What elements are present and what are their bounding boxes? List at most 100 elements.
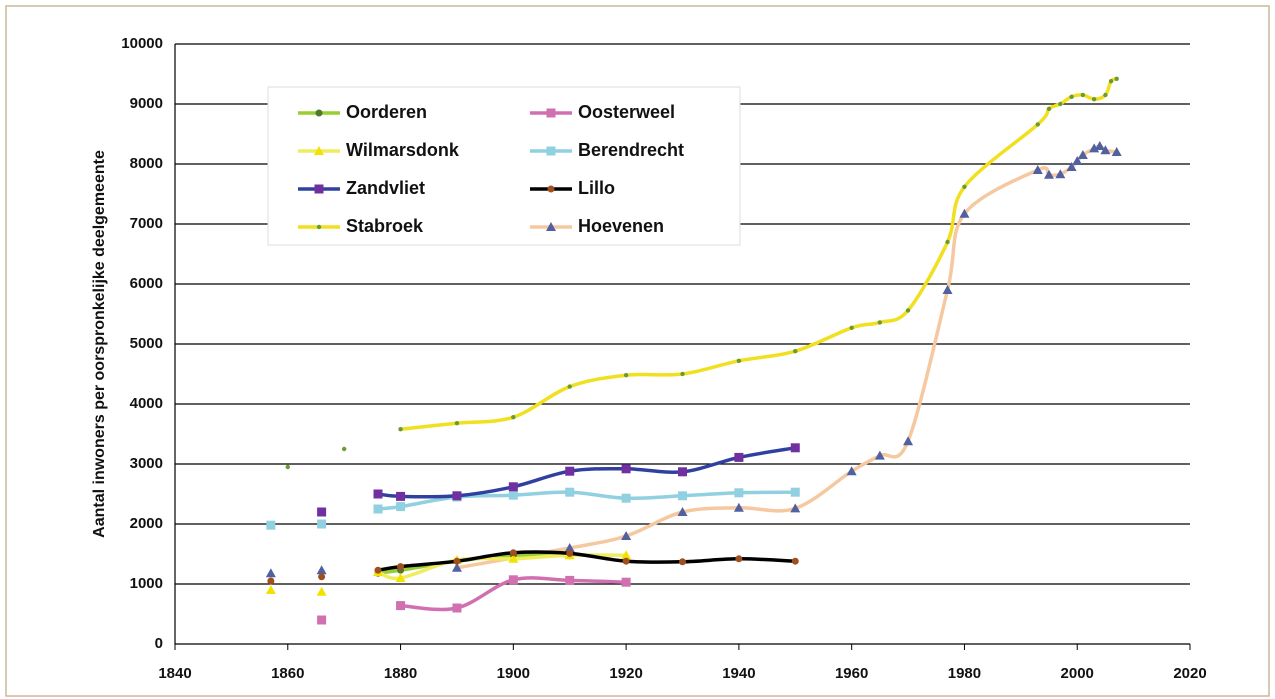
marker: [565, 487, 575, 497]
x-tick-label: 1880: [384, 665, 417, 682]
marker: [316, 586, 327, 596]
marker: [316, 224, 322, 230]
marker: [564, 543, 575, 552]
x-tick-label: 1980: [948, 665, 981, 682]
marker: [373, 504, 383, 514]
marker: [373, 489, 383, 499]
marker: [679, 558, 686, 566]
marker: [1072, 156, 1083, 165]
marker: [316, 565, 327, 575]
x-tick-label: 1920: [609, 665, 642, 682]
marker: [314, 184, 324, 194]
marker: [266, 520, 276, 530]
x-tick-label: 1940: [722, 665, 755, 682]
marker: [846, 466, 857, 476]
marker: [508, 575, 518, 585]
marker: [736, 358, 742, 363]
marker: [451, 562, 462, 572]
series-line: [377, 550, 796, 572]
marker: [734, 488, 744, 498]
marker: [317, 519, 327, 529]
series-line: [400, 77, 1118, 431]
marker: [1035, 122, 1040, 127]
marker: [285, 464, 290, 470]
legend-box: [267, 86, 741, 246]
marker: [1080, 92, 1086, 98]
marker: [317, 615, 327, 625]
marker: [397, 563, 405, 571]
marker: [1089, 143, 1100, 153]
legend-label: Wilmarsdonk: [346, 140, 460, 160]
marker: [1058, 101, 1063, 107]
marker: [790, 487, 800, 497]
marker: [733, 502, 744, 512]
marker: [621, 464, 631, 474]
marker: [677, 507, 688, 516]
marker: [396, 491, 406, 501]
marker: [790, 443, 800, 453]
marker: [678, 467, 687, 477]
marker: [877, 320, 883, 325]
marker: [314, 146, 324, 155]
legend: Oorderen Oosterweel Wilmarsdonk Berendrecht…: [267, 86, 741, 246]
marker: [621, 493, 631, 503]
x-tick-label: 1900: [497, 665, 530, 682]
marker: [317, 507, 327, 517]
series-line: [456, 144, 1117, 570]
legend-label: Zandvliet: [346, 178, 425, 198]
marker: [1055, 169, 1066, 179]
marker: [849, 325, 854, 330]
y-tick-label: 3000: [130, 455, 163, 472]
marker: [1046, 106, 1052, 112]
marker: [267, 577, 275, 585]
marker: [1114, 76, 1119, 82]
y-tick-label: 1000: [130, 575, 163, 592]
legend-label: Hoevenen: [578, 216, 664, 236]
marker: [567, 384, 572, 389]
legend-label: Oosterweel: [578, 102, 675, 122]
marker: [511, 415, 516, 420]
marker: [565, 575, 575, 585]
x-tick-label: 2020: [1173, 665, 1206, 682]
y-tick-label: 0: [155, 635, 163, 652]
marker: [678, 491, 687, 501]
marker: [1100, 145, 1111, 155]
y-axis-label: Aantal inwoners per oorspronkelijke deel…: [91, 150, 108, 538]
marker: [1091, 97, 1097, 102]
marker: [790, 503, 801, 513]
marker: [398, 427, 403, 432]
marker: [621, 531, 632, 540]
marker: [452, 603, 462, 613]
marker: [396, 601, 406, 611]
marker: [546, 108, 556, 118]
marker: [621, 577, 631, 587]
x-tick-label: 2000: [1061, 665, 1094, 682]
marker: [396, 502, 406, 512]
marker: [680, 371, 685, 377]
marker: [1066, 162, 1077, 171]
marker: [942, 285, 953, 294]
marker: [621, 550, 632, 560]
legend-label: Lillo: [578, 178, 615, 198]
marker: [265, 568, 276, 578]
marker: [959, 208, 970, 218]
marker: [547, 185, 555, 193]
marker: [1103, 92, 1108, 98]
marker: [903, 436, 914, 446]
marker: [791, 557, 799, 565]
marker: [395, 573, 406, 582]
marker: [566, 549, 574, 557]
marker: [265, 585, 276, 594]
marker: [318, 573, 326, 581]
marker: [315, 109, 323, 117]
marker: [1094, 141, 1105, 150]
marker: [508, 490, 518, 500]
marker: [1077, 150, 1088, 159]
marker: [509, 549, 517, 557]
marker: [1069, 94, 1074, 100]
marker: [341, 446, 347, 452]
marker: [735, 555, 743, 563]
y-tick-label: 4000: [130, 395, 163, 412]
marker: [793, 349, 798, 354]
